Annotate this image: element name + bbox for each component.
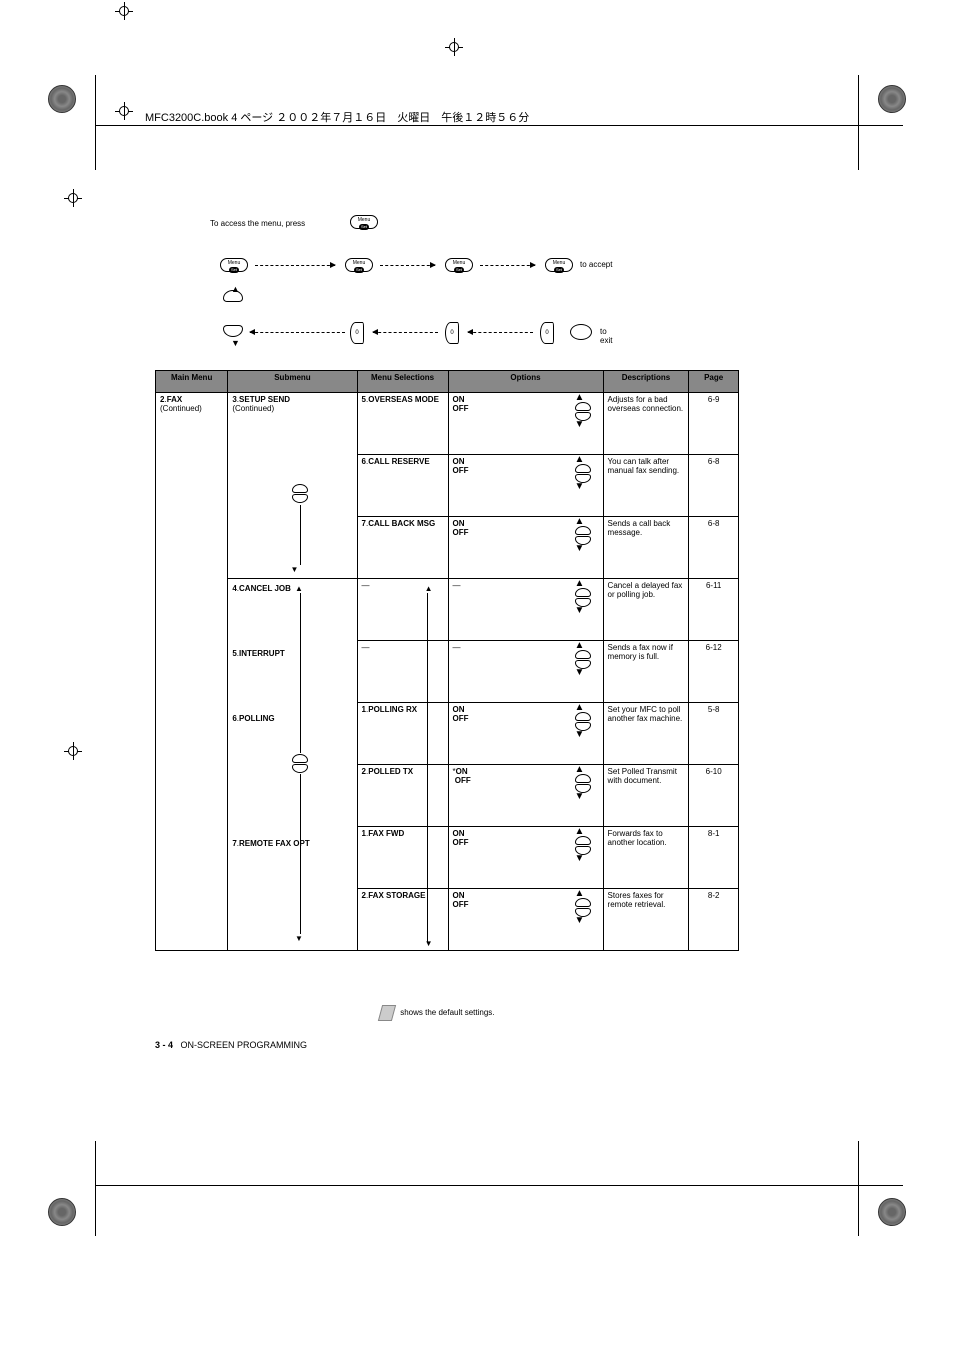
menu-flow-diagram: To access the menu, press MenuSet MenuSe… xyxy=(215,210,615,360)
cell-desc: Stores faxes for remote retrieval. xyxy=(603,889,689,951)
stop-button-icon xyxy=(570,324,592,340)
note-text: shows the default settings. xyxy=(400,1008,494,1017)
crop-mark-circle xyxy=(48,1198,76,1226)
cell-page: 6-12 xyxy=(689,641,739,703)
cell-opt: —▲▼ xyxy=(448,641,603,703)
flow-label-accept: to accept xyxy=(580,260,612,269)
menu-set-button-icon: MenuSet xyxy=(350,215,378,229)
page-footer: 3 - 4 ON-SCREEN PROGRAMMING xyxy=(155,1040,455,1050)
menu-set-button-icon: MenuSet xyxy=(220,258,248,272)
cell-main: 2.FAX(Continued) xyxy=(156,393,228,951)
cell-sel: —▲ xyxy=(357,579,448,641)
flow-label-exit: to exit xyxy=(600,327,615,345)
nav-down-icon xyxy=(223,325,243,337)
crop-mark-circle xyxy=(48,85,76,113)
cell-sel: 1.POLLING RX xyxy=(357,703,448,765)
cell-page: 5-8 xyxy=(689,703,739,765)
cell-sub-arrow: ▲▼4.CANCEL JOB5.INTERRUPT6.POLLING7.REMO… xyxy=(228,579,357,951)
frame-line xyxy=(95,75,96,170)
frame-line xyxy=(95,1185,903,1186)
menu-table: Main Menu Submenu Menu Selections Option… xyxy=(155,370,739,951)
cell-opt: ONOFF▲▼ xyxy=(448,517,603,579)
crosshair-icon xyxy=(115,102,133,120)
cell-page: 8-1 xyxy=(689,827,739,889)
crosshair-icon xyxy=(445,38,463,56)
footnote: shows the default settings. xyxy=(380,1005,495,1021)
cell-page: 6-8 xyxy=(689,455,739,517)
col-header-page: Page xyxy=(689,371,739,393)
frame-line xyxy=(858,1141,859,1236)
col-header-desc: Descriptions xyxy=(603,371,689,393)
cell-page: 6-8 xyxy=(689,517,739,579)
cell-opt: ONOFF▲▼ xyxy=(448,455,603,517)
key-icon: 0 xyxy=(445,322,459,344)
cell-opt: ONOFF▲▼ xyxy=(448,827,603,889)
cell-desc: Cancel a delayed fax or polling job. xyxy=(603,579,689,641)
cell-page: 6-9 xyxy=(689,393,739,455)
cell-sub: 3.SETUP SEND(Continued)▼ xyxy=(228,393,357,579)
cell-sel: 1.FAX FWD xyxy=(357,827,448,889)
table-row: ▲▼4.CANCEL JOB5.INTERRUPT6.POLLING7.REMO… xyxy=(156,579,739,641)
note-icon xyxy=(378,1005,396,1021)
cell-desc: You can talk after manual fax sending. xyxy=(603,455,689,517)
cell-desc: Adjusts for a bad overseas connection. xyxy=(603,393,689,455)
cell-opt: ONOFF▲▼ xyxy=(448,889,603,951)
dashed-arrow-icon xyxy=(380,265,435,266)
crop-mark-circle xyxy=(878,85,906,113)
cell-page: 8-2 xyxy=(689,889,739,951)
cell-desc: Set Polled Transmit with document. xyxy=(603,765,689,827)
crosshair-icon xyxy=(115,2,133,20)
cell-desc: Forwards fax to another location. xyxy=(603,827,689,889)
cell-desc: Set your MFC to poll another fax machine… xyxy=(603,703,689,765)
cell-opt: *ON OFF▲▼ xyxy=(448,765,603,827)
cell-desc: Sends a fax now if memory is full. xyxy=(603,641,689,703)
frame-line xyxy=(95,1141,96,1236)
col-header-sub: Submenu xyxy=(228,371,357,393)
flow-label-access: To access the menu, press xyxy=(210,219,305,228)
crosshair-icon xyxy=(64,189,82,207)
crosshair-icon xyxy=(64,742,82,760)
cell-page: 6-10 xyxy=(689,765,739,827)
cell-desc: Sends a call back message. xyxy=(603,517,689,579)
crop-mark-circle xyxy=(878,1198,906,1226)
table-header-row: Main Menu Submenu Menu Selections Option… xyxy=(156,371,739,393)
cell-opt: —▲▼ xyxy=(448,579,603,641)
menu-set-button-icon: MenuSet xyxy=(345,258,373,272)
table-row: 2.FAX(Continued)3.SETUP SEND(Continued)▼… xyxy=(156,393,739,455)
menu-set-button-icon: MenuSet xyxy=(545,258,573,272)
cell-opt: ONOFF▲▼ xyxy=(448,393,603,455)
dashed-arrow-left-icon xyxy=(373,332,438,333)
dashed-arrow-icon xyxy=(480,265,535,266)
key-icon: 0 xyxy=(540,322,554,344)
col-header-sel: Menu Selections xyxy=(357,371,448,393)
frame-line xyxy=(858,75,859,170)
frame-line xyxy=(95,125,903,126)
menu-set-button-icon: MenuSet xyxy=(445,258,473,272)
cell-page: 6-11 xyxy=(689,579,739,641)
col-header-opt: Options xyxy=(448,371,603,393)
cell-sel: — xyxy=(357,641,448,703)
cell-sel: 2.POLLED TX xyxy=(357,765,448,827)
col-header-main: Main Menu xyxy=(156,371,228,393)
dashed-arrow-icon xyxy=(255,265,335,266)
key-icon: 0 xyxy=(350,322,364,344)
dashed-arrow-left-icon xyxy=(468,332,533,333)
cell-sel: 7.CALL BACK MSG xyxy=(357,517,448,579)
document-header: MFC3200C.book 4 ページ ２００２年７月１６日 火曜日 午後１２時… xyxy=(145,109,529,125)
cell-sel: 2.FAX STORAGE▼ xyxy=(357,889,448,951)
dashed-arrow-left-icon xyxy=(250,332,345,333)
cell-opt: ONOFF▲▼ xyxy=(448,703,603,765)
cell-sel: 6.CALL RESERVE xyxy=(357,455,448,517)
cell-sel: 5.OVERSEAS MODE xyxy=(357,393,448,455)
